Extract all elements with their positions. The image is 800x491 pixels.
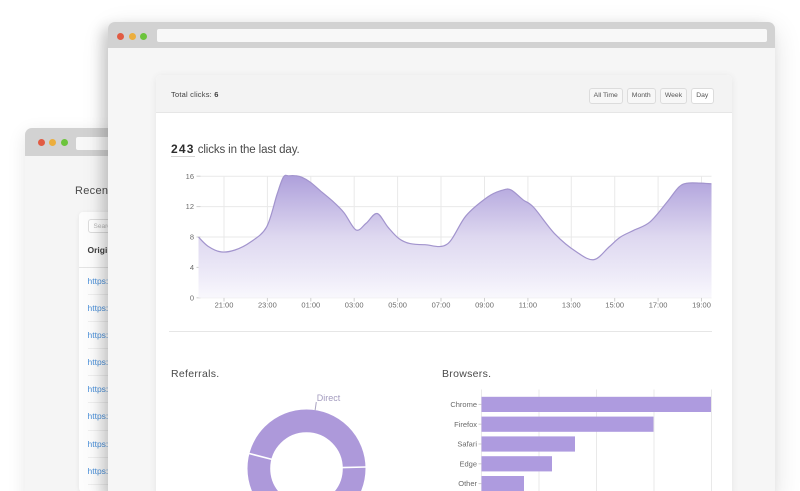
- svg-text:09:00: 09:00: [475, 301, 494, 310]
- svg-text:4: 4: [190, 263, 194, 272]
- svg-text:Firefox: Firefox: [454, 420, 477, 429]
- svg-text:0: 0: [190, 293, 194, 302]
- svg-text:17:00: 17:00: [649, 301, 668, 310]
- svg-text:12: 12: [186, 202, 194, 211]
- svg-text:Chrome: Chrome: [450, 400, 477, 409]
- svg-text:19:00: 19:00: [692, 301, 711, 310]
- svg-text:23:00: 23:00: [258, 301, 277, 310]
- svg-text:Edge: Edge: [459, 459, 477, 468]
- svg-text:8: 8: [190, 233, 194, 242]
- svg-text:Direct: Direct: [317, 393, 341, 403]
- svg-text:21:00: 21:00: [215, 301, 234, 310]
- svg-text:15:00: 15:00: [605, 301, 624, 310]
- svg-text:01:00: 01:00: [301, 301, 320, 310]
- svg-text:16: 16: [186, 172, 194, 181]
- svg-text:Safari: Safari: [457, 440, 477, 449]
- svg-text:07:00: 07:00: [432, 301, 451, 310]
- svg-text:03:00: 03:00: [345, 301, 364, 310]
- svg-text:11:00: 11:00: [519, 301, 537, 310]
- svg-text:05:00: 05:00: [388, 301, 407, 310]
- svg-text:13:00: 13:00: [562, 301, 581, 310]
- svg-text:Other: Other: [458, 479, 477, 488]
